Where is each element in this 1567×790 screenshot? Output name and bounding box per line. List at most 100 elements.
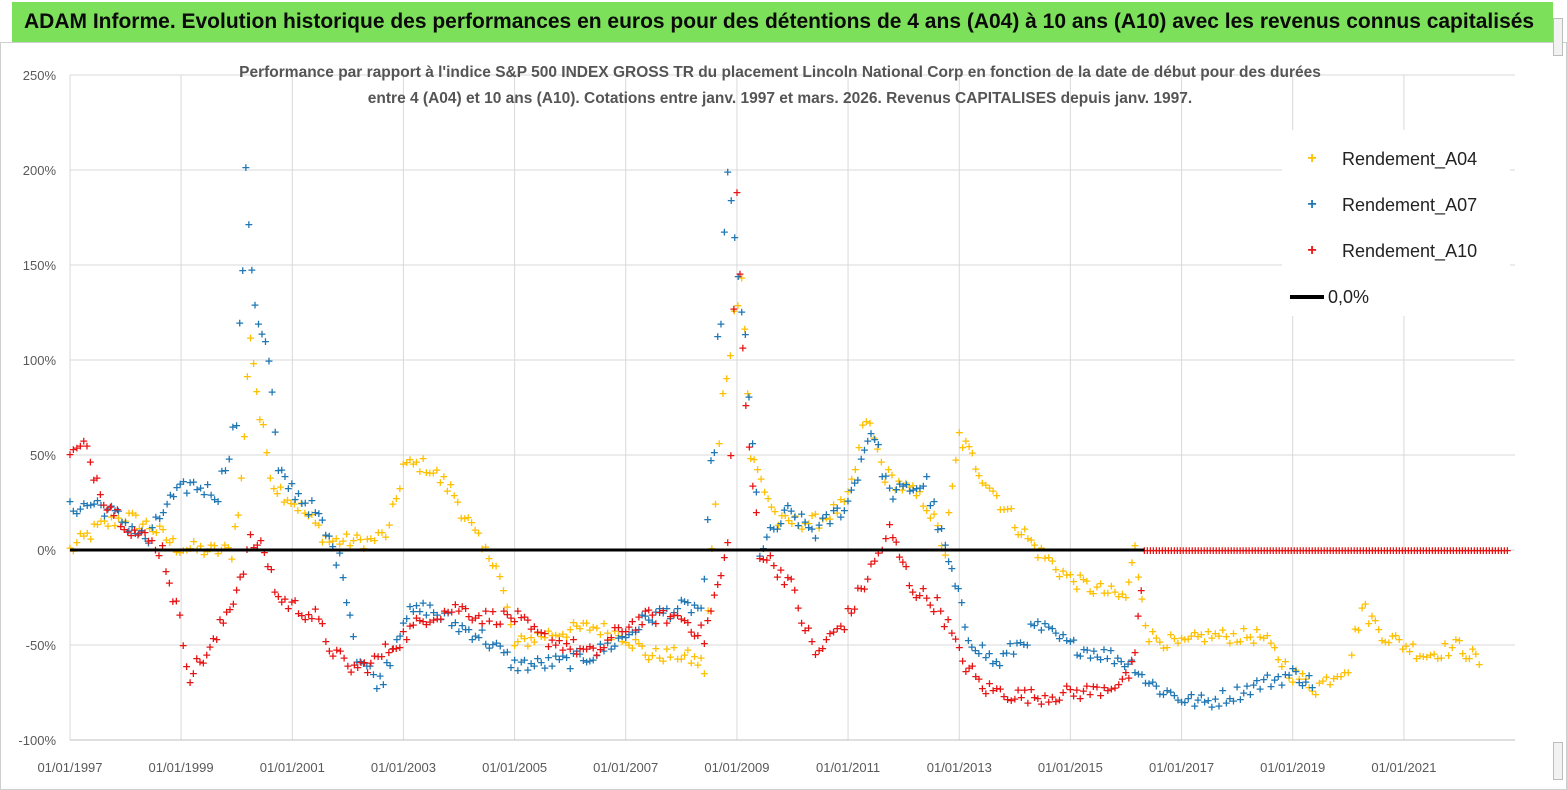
data-point: + (1158, 544, 1167, 557)
data-point: + (894, 475, 903, 488)
data-point: + (651, 642, 660, 655)
data-point: + (735, 267, 744, 280)
data-point: + (199, 548, 208, 561)
data-point: + (343, 660, 352, 673)
data-point: + (673, 609, 682, 622)
data-point: + (1100, 587, 1109, 600)
data-point: + (159, 506, 168, 519)
data-point: + (818, 513, 827, 526)
data-point: + (1232, 680, 1241, 693)
data-point: + (520, 632, 529, 645)
data-point: + (566, 623, 575, 636)
data-point: + (271, 426, 280, 439)
data-point: + (1222, 697, 1231, 710)
data-point: + (874, 547, 883, 560)
resize-handle-top[interactable] (1553, 18, 1563, 56)
data-point: + (1461, 652, 1470, 665)
data-point: + (756, 472, 765, 485)
data-point: + (106, 501, 115, 514)
data-point: + (152, 526, 161, 539)
data-point: + (385, 659, 394, 672)
data-point: + (833, 506, 842, 519)
data-point: + (1020, 684, 1029, 697)
data-point: + (1296, 544, 1305, 557)
data-point: + (1033, 551, 1042, 564)
data-point: + (749, 453, 758, 466)
data-point: + (978, 639, 987, 652)
data-point: + (1027, 533, 1036, 546)
data-point: + (513, 605, 522, 618)
data-point: + (791, 510, 800, 523)
data-point: + (1127, 556, 1136, 569)
data-point: + (898, 556, 907, 569)
data-point: + (210, 493, 219, 506)
data-point: + (919, 500, 928, 513)
data-point: + (843, 495, 852, 508)
data-point: + (1200, 635, 1209, 648)
data-point: + (526, 623, 535, 636)
data-point: + (1193, 693, 1202, 706)
data-point: + (274, 590, 283, 603)
data-point: + (379, 678, 388, 691)
data-point: + (790, 584, 799, 597)
data-point: + (103, 520, 112, 533)
data-point: + (210, 539, 219, 552)
data-point: + (215, 613, 224, 626)
data-point: + (168, 595, 177, 608)
x-tick-label: 01/01/2013 (927, 760, 992, 775)
data-point: + (451, 598, 460, 611)
data-point: + (683, 596, 692, 609)
data-point: + (885, 481, 894, 494)
data-point: + (999, 647, 1008, 660)
data-point: + (919, 480, 928, 493)
x-axis-ticks: 01/01/1997 01/01/1999 01/01/2001 01/01/2003… (37, 760, 1436, 775)
data-point: + (1093, 650, 1102, 663)
data-point: + (951, 453, 960, 466)
data-point: + (988, 484, 997, 497)
legend-item-a10: + Rendement_A10 (1302, 236, 1477, 266)
data-point: + (961, 665, 970, 678)
data-point: + (585, 640, 594, 653)
data-point: + (1320, 544, 1329, 557)
data-point: + (477, 617, 486, 630)
data-point: + (321, 528, 330, 541)
data-point: + (503, 646, 512, 659)
data-point: + (723, 536, 732, 549)
data-point: + (1003, 502, 1012, 515)
data-point: + (575, 648, 584, 661)
data-point: + (971, 462, 980, 475)
data-point: + (353, 661, 362, 674)
data-point: + (266, 471, 275, 484)
data-point: + (1048, 554, 1057, 567)
data-point: + (540, 662, 549, 675)
data-point: + (360, 656, 369, 669)
data-point: + (1013, 528, 1022, 541)
data-point: + (179, 639, 188, 652)
data-point: + (402, 612, 411, 625)
data-point: + (614, 621, 623, 634)
data-point: + (1051, 563, 1060, 576)
data-point: + (579, 617, 588, 630)
data-point: + (332, 558, 341, 571)
data-point: + (780, 578, 789, 591)
data-point: + (926, 499, 935, 512)
data-point: + (912, 482, 921, 495)
data-point: + (338, 535, 347, 548)
data-point: + (1227, 544, 1236, 557)
data-point: + (1244, 544, 1253, 557)
data-point: + (377, 526, 386, 539)
data-point: + (582, 642, 591, 655)
data-point: + (1037, 542, 1046, 555)
data-point: + (1033, 692, 1042, 705)
chart-title: Performance par rapport à l'indice S&P 5… (150, 60, 1410, 112)
data-point: + (526, 657, 535, 670)
data-point: + (1055, 693, 1064, 706)
data-point: + (446, 478, 455, 491)
scatter-chart: 250% 200% 150% 100% 50% 0% -50% -100% 01/01/199… (18, 68, 1515, 775)
data-point: + (1099, 643, 1108, 656)
data-point: + (277, 595, 286, 608)
data-point: + (1381, 636, 1390, 649)
data-point: + (206, 488, 215, 501)
resize-handle-bottom[interactable] (1553, 742, 1563, 780)
data-point: + (740, 323, 749, 336)
